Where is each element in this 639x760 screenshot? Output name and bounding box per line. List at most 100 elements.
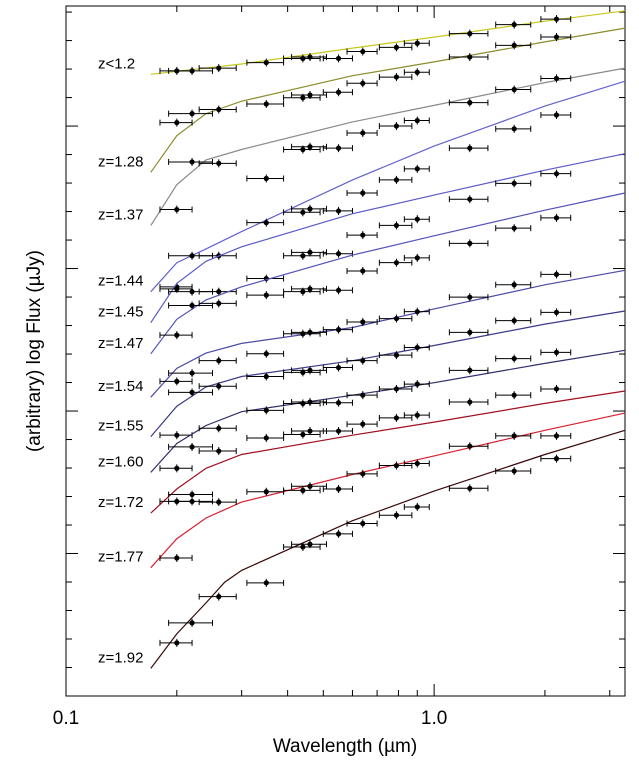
data-point: [467, 30, 473, 37]
data-point: [263, 435, 269, 441]
data-point: [393, 512, 400, 518]
data-point: [216, 65, 222, 71]
model-line: [150, 192, 626, 355]
data-point: [511, 355, 517, 362]
data-point: [393, 260, 400, 266]
data-point: [335, 364, 342, 371]
data-point: [189, 159, 195, 165]
model-line: [150, 390, 626, 514]
series-label: z=1.47: [98, 335, 143, 352]
data-point: [307, 399, 313, 405]
data-point: [189, 444, 195, 450]
data-point: [414, 344, 420, 351]
data-point: [414, 412, 420, 418]
data-point: [360, 421, 366, 427]
data-point: [393, 415, 400, 421]
model-line: [150, 10, 626, 75]
data-point: [414, 166, 420, 172]
data-point: [174, 640, 180, 646]
data-point: [511, 225, 517, 231]
data-point: [263, 292, 269, 298]
data-point: [414, 381, 420, 387]
data-point: [393, 386, 400, 392]
data-point: [553, 215, 560, 221]
model-line: [150, 80, 626, 293]
data-point: [300, 369, 306, 375]
data-point: [335, 486, 342, 492]
series-label: z=1.55: [98, 418, 143, 435]
model-line: [150, 412, 626, 569]
data-point: [189, 620, 195, 626]
data-point: [360, 471, 366, 477]
data-point: [360, 130, 366, 136]
data-point: [300, 544, 306, 550]
data-point: [467, 294, 473, 300]
data-point: [393, 222, 400, 229]
data-point: [414, 504, 420, 510]
series-label: z=1.72: [98, 494, 143, 511]
data-point: [553, 433, 560, 439]
series-label: z=1.28: [98, 153, 143, 170]
data-point: [360, 232, 366, 238]
data-point: [414, 216, 420, 222]
series-label: z=1.77: [98, 549, 143, 566]
model-line: [150, 349, 626, 473]
data-point: [216, 160, 222, 166]
data-point: [393, 177, 400, 183]
data-point: [174, 332, 180, 338]
data-point: [414, 117, 420, 124]
data-point: [189, 302, 195, 309]
data-point: [335, 531, 342, 537]
data-point: [360, 358, 366, 364]
data-point: [511, 468, 517, 474]
data-point: [174, 120, 180, 126]
data-point: [467, 196, 473, 202]
data-point: [511, 282, 517, 288]
data-point: [216, 499, 222, 505]
data-point: [216, 448, 222, 454]
x-tick-label: 0.1: [53, 708, 79, 729]
data-point: [189, 498, 195, 505]
series-label: z=1.54: [98, 378, 143, 395]
data-point: [360, 190, 366, 196]
data-point: [307, 483, 313, 489]
data-point: [360, 268, 366, 274]
data-point: [414, 255, 420, 261]
data-point: [360, 520, 366, 527]
series-label: z=1.45: [98, 304, 143, 321]
data-point: [467, 54, 473, 60]
series-label: z=1.60: [98, 453, 143, 470]
data-point: [300, 146, 306, 153]
data-point: [263, 580, 269, 586]
data-point: [360, 80, 366, 86]
data-point: [414, 40, 420, 46]
data-point: [189, 370, 195, 376]
data-point: [189, 491, 195, 498]
data-point: [553, 112, 560, 118]
data-point: [216, 425, 222, 431]
data-point: [467, 485, 473, 491]
data-point: [393, 123, 400, 129]
data-point: [216, 358, 222, 364]
data-point: [553, 271, 560, 278]
data-point: [174, 465, 180, 471]
data-point: [467, 240, 473, 246]
y-axis-label: (arbitrary) log Flux (µJy): [24, 250, 45, 452]
data-point: [335, 287, 342, 293]
data-point: [189, 111, 195, 117]
data-point: [263, 220, 269, 226]
plot-frame: [65, 5, 626, 697]
data-point: [263, 59, 269, 66]
data-point: [335, 208, 342, 214]
data-point: [335, 89, 342, 95]
data-point: [174, 206, 180, 213]
series-label: z=1.44: [98, 273, 143, 290]
data-point: [300, 209, 306, 215]
data-point: [300, 431, 306, 438]
series-label: z=1.37: [98, 206, 143, 223]
data-point: [553, 309, 560, 315]
data-point: [216, 300, 222, 306]
data-point: [467, 367, 473, 373]
data-point: [553, 16, 560, 22]
data-point: [511, 318, 517, 324]
